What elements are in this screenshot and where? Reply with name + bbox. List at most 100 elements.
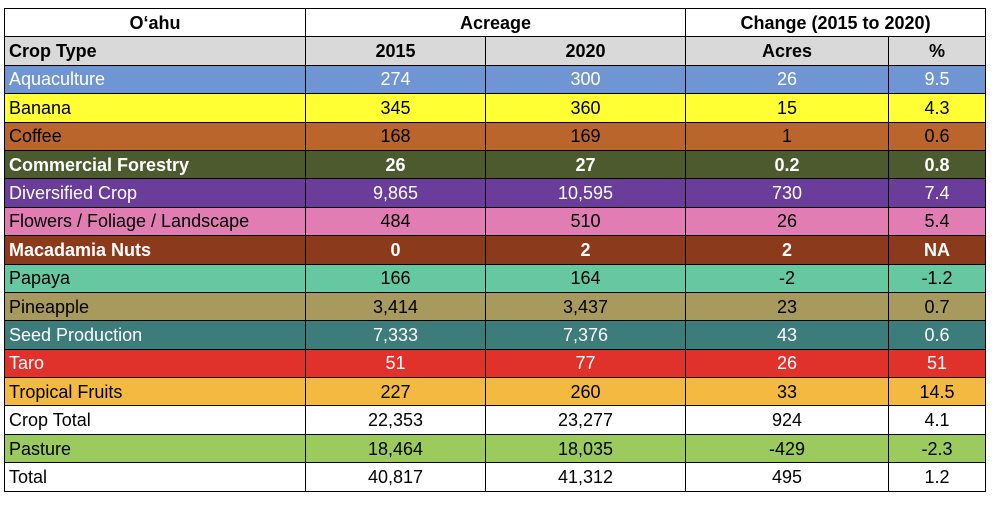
change-percent-cell: 14.5 bbox=[888, 377, 987, 407]
acreage-2020-cell: 23,277 bbox=[484, 405, 687, 435]
crop-type-cell: Seed Production bbox=[4, 320, 306, 350]
table-row: Papaya 166 164 -2 -1.2 bbox=[4, 263, 987, 293]
change-percent-cell: -1.2 bbox=[888, 263, 987, 293]
crop-type-cell: Papaya bbox=[4, 263, 306, 293]
acreage-2020-cell: 2 bbox=[484, 235, 687, 265]
table-row: Seed Production 7,333 7,376 43 0.6 bbox=[4, 320, 987, 350]
crop-type-cell: Crop Total bbox=[4, 405, 306, 435]
acreage-2020-cell: 10,595 bbox=[484, 178, 687, 208]
change-acres-cell: -429 bbox=[685, 433, 890, 464]
percent-change-header: % bbox=[888, 36, 987, 66]
table-title-row: O‘ahu Acreage Change (2015 to 2020) bbox=[4, 7, 987, 38]
change-acres-cell: 43 bbox=[685, 320, 890, 350]
change-acres-cell: 23 bbox=[685, 291, 890, 322]
acreage-2015-cell: 26 bbox=[305, 149, 486, 180]
change-percent-cell: 4.3 bbox=[888, 93, 987, 123]
acreage-2015-cell: 7,333 bbox=[305, 320, 486, 350]
column-header-row: Crop Type 2015 2020 Acres % bbox=[4, 36, 987, 66]
acreage-2020-cell: 260 bbox=[484, 377, 687, 407]
change-percent-cell: 0.6 bbox=[888, 121, 987, 151]
change-acres-cell: 730 bbox=[685, 178, 890, 208]
change-percent-cell: -2.3 bbox=[888, 433, 987, 464]
crop-type-cell: Coffee bbox=[4, 121, 306, 151]
table-row: Pasture 18,464 18,035 -429 -2.3 bbox=[4, 433, 987, 464]
year-2020-header: 2020 bbox=[484, 36, 687, 66]
crop-type-cell: Total bbox=[4, 462, 306, 492]
region-header: O‘ahu bbox=[4, 7, 306, 38]
crop-type-cell: Pasture bbox=[4, 433, 306, 464]
change-acres-cell: 1 bbox=[685, 121, 890, 151]
acreage-2020-cell: 164 bbox=[484, 263, 687, 293]
acreage-2015-cell: 227 bbox=[305, 377, 486, 407]
change-acres-cell: 2 bbox=[685, 235, 890, 265]
crop-type-cell: Taro bbox=[4, 348, 306, 379]
acreage-2020-cell: 300 bbox=[484, 64, 687, 95]
table-row: Banana 345 360 15 4.3 bbox=[4, 93, 987, 123]
crop-type-cell: Banana bbox=[4, 93, 306, 123]
change-percent-cell: 51 bbox=[888, 348, 987, 379]
table-row: Flowers / Foliage / Landscape 484 510 26 5.4 bbox=[4, 206, 987, 237]
acreage-2015-cell: 274 bbox=[305, 64, 486, 95]
change-acres-cell: 924 bbox=[685, 405, 890, 435]
acreage-2015-cell: 0 bbox=[305, 235, 486, 265]
acreage-2015-cell: 484 bbox=[305, 206, 486, 237]
acreage-header: Acreage bbox=[304, 7, 687, 38]
crop-type-cell: Flowers / Foliage / Landscape bbox=[4, 206, 306, 237]
acreage-2020-cell: 510 bbox=[484, 206, 687, 237]
acreage-2020-cell: 360 bbox=[484, 93, 687, 123]
acreage-2020-cell: 7,376 bbox=[484, 320, 687, 350]
table-row: Commercial Forestry 26 27 0.2 0.8 bbox=[4, 149, 987, 180]
change-acres-cell: -2 bbox=[685, 263, 890, 293]
change-percent-cell: NA bbox=[888, 235, 987, 265]
acreage-2015-cell: 9,865 bbox=[305, 178, 486, 208]
crop-type-cell: Aquaculture bbox=[4, 64, 306, 95]
acreage-2015-cell: 40,817 bbox=[305, 462, 486, 492]
change-acres-cell: 26 bbox=[685, 64, 890, 95]
change-percent-cell: 9.5 bbox=[888, 64, 987, 95]
change-header: Change (2015 to 2020) bbox=[685, 7, 987, 38]
acreage-2015-cell: 345 bbox=[305, 93, 486, 123]
acreage-2015-cell: 166 bbox=[305, 263, 486, 293]
table-row: Macadamia Nuts 0 2 2 NA bbox=[4, 235, 987, 265]
change-acres-cell: 0.2 bbox=[685, 149, 890, 180]
table-row: Crop Total 22,353 23,277 924 4.1 bbox=[4, 405, 987, 435]
acreage-2020-cell: 3,437 bbox=[484, 291, 687, 322]
change-acres-cell: 26 bbox=[685, 206, 890, 237]
crop-type-cell: Tropical Fruits bbox=[4, 377, 306, 407]
table-row: Aquaculture 274 300 26 9.5 bbox=[4, 64, 987, 95]
change-percent-cell: 7.4 bbox=[888, 178, 987, 208]
change-percent-cell: 0.7 bbox=[888, 291, 987, 322]
change-acres-cell: 15 bbox=[685, 93, 890, 123]
year-2015-header: 2015 bbox=[305, 36, 486, 66]
table-row: Pineapple 3,414 3,437 23 0.7 bbox=[4, 291, 987, 322]
acreage-2015-cell: 18,464 bbox=[305, 433, 486, 464]
table-row: Diversified Crop 9,865 10,595 730 7.4 bbox=[4, 178, 987, 208]
change-acres-cell: 33 bbox=[685, 377, 890, 407]
change-percent-cell: 4.1 bbox=[888, 405, 987, 435]
acreage-2020-cell: 18,035 bbox=[484, 433, 687, 464]
crop-type-cell: Pineapple bbox=[4, 291, 306, 322]
crop-type-cell: Commercial Forestry bbox=[4, 149, 306, 180]
change-percent-cell: 1.2 bbox=[888, 462, 987, 492]
acreage-table: O‘ahu Acreage Change (2015 to 2020) Crop… bbox=[4, 7, 987, 492]
crop-type-cell: Macadamia Nuts bbox=[4, 235, 306, 265]
acreage-2015-cell: 168 bbox=[305, 121, 486, 151]
change-percent-cell: 0.6 bbox=[888, 320, 987, 350]
crop-type-cell: Diversified Crop bbox=[4, 178, 306, 208]
acreage-2020-cell: 41,312 bbox=[484, 462, 687, 492]
crop-type-header: Crop Type bbox=[4, 36, 306, 66]
table-row: Coffee 168 169 1 0.6 bbox=[4, 121, 987, 151]
acreage-2015-cell: 3,414 bbox=[305, 291, 486, 322]
acres-change-header: Acres bbox=[685, 36, 890, 66]
change-acres-cell: 26 bbox=[685, 348, 890, 379]
table-row: Taro 51 77 26 51 bbox=[4, 348, 987, 379]
acreage-2020-cell: 169 bbox=[484, 121, 687, 151]
acreage-2020-cell: 27 bbox=[484, 149, 687, 180]
change-percent-cell: 0.8 bbox=[888, 149, 987, 180]
change-acres-cell: 495 bbox=[685, 462, 890, 492]
acreage-2020-cell: 77 bbox=[484, 348, 687, 379]
acreage-2015-cell: 22,353 bbox=[305, 405, 486, 435]
table-row: Tropical Fruits 227 260 33 14.5 bbox=[4, 377, 987, 407]
table-row: Total 40,817 41,312 495 1.2 bbox=[4, 462, 987, 492]
change-percent-cell: 5.4 bbox=[888, 206, 987, 237]
